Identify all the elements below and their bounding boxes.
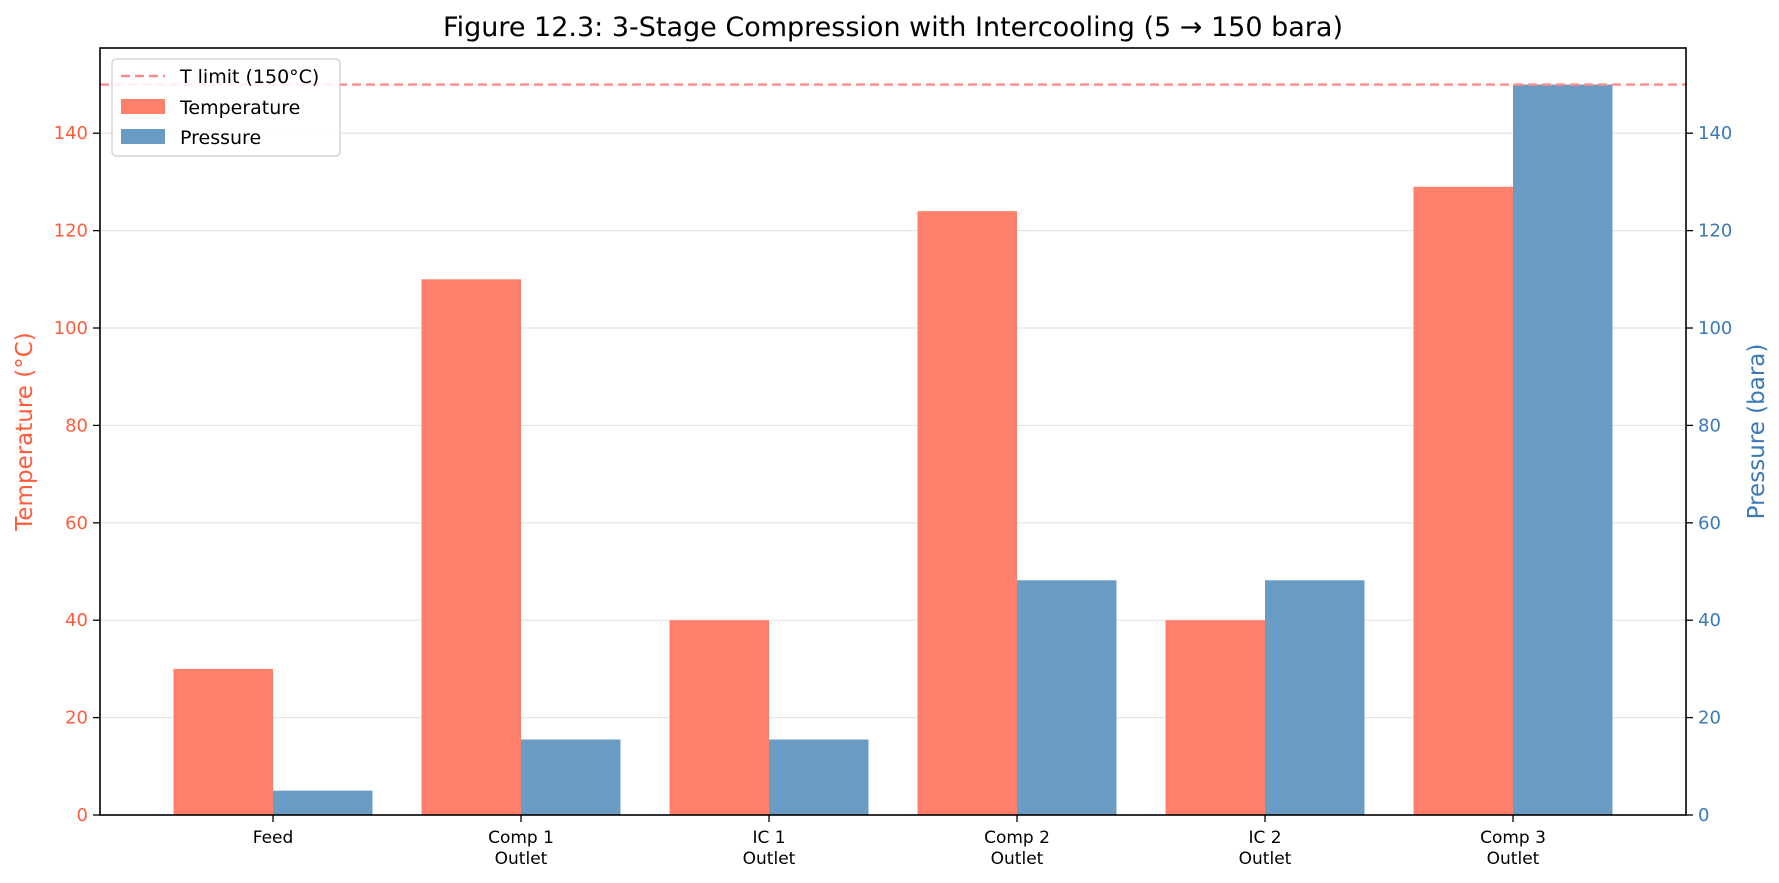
pressure-bar (273, 790, 373, 815)
y-tick-label-right: 0 (1698, 805, 1709, 826)
legend-swatch-temperature (121, 99, 165, 114)
legend-label-pressure: Pressure (180, 127, 261, 149)
x-tick-label-line: Outlet (495, 849, 548, 869)
y-tick-label-left: 120 (54, 221, 88, 242)
x-tick-label-line: Feed (253, 828, 294, 848)
legend-swatch-pressure (121, 129, 165, 144)
temperature-bar (173, 668, 273, 815)
left-axis: 0 20 40 60 80 100 120 140 (54, 123, 100, 826)
plot-frame (99, 47, 1687, 816)
pressure-bar (521, 739, 621, 815)
x-tick-label-line: Outlet (1239, 849, 1292, 869)
x-tick-label-line: Comp 1 (488, 828, 554, 848)
bars (173, 84, 1613, 816)
legend-box (111, 58, 341, 157)
y-tick-label-left: 140 (54, 123, 88, 144)
temperature-bar (1413, 186, 1513, 816)
x-tick-label-line: IC 2 (1248, 828, 1281, 848)
right-axis: 0 20 40 60 80 100 120 140 (1686, 123, 1732, 826)
y-tick-label-right: 80 (1698, 415, 1721, 436)
chart-title: Figure 12.3: 3-Stage Compression with In… (443, 12, 1343, 43)
y-tick-label-right: 60 (1698, 513, 1721, 534)
x-tick-label: IC 2 Outlet (1239, 828, 1292, 869)
x-tick-label-line: Comp 3 (1480, 828, 1546, 848)
y-tick-label-left: 60 (65, 513, 88, 534)
x-tick-label: Feed (253, 828, 294, 848)
x-tick-label: Comp 1 Outlet (488, 828, 554, 869)
pressure-bar (1017, 580, 1117, 815)
pressure-bar (1265, 580, 1365, 815)
x-tick-label-line: IC 1 (752, 828, 785, 848)
grid (100, 132, 1686, 719)
temperature-bar (917, 211, 1017, 816)
temperature-bar (1165, 620, 1265, 815)
x-tick-label: Comp 3 Outlet (1480, 828, 1546, 869)
x-tick-label-line: Comp 2 (984, 828, 1050, 848)
y-tick-label-right: 100 (1698, 318, 1732, 339)
y-tick-label-left: 0 (77, 805, 88, 826)
x-tick-label-line: Outlet (1487, 849, 1540, 869)
temperature-bar (421, 279, 521, 815)
x-tick-label: IC 1 Outlet (743, 828, 796, 869)
legend: T limit (150°C) Temperature Pressure (111, 58, 341, 157)
pressure-bar (1513, 84, 1613, 816)
x-tick-label: Comp 2 Outlet (984, 828, 1050, 869)
y-tick-label-right: 20 (1698, 708, 1721, 729)
y-tick-label-left: 20 (65, 708, 88, 729)
legend-label-limit: T limit (150°C) (179, 66, 319, 88)
y-tick-label-right: 40 (1698, 610, 1721, 631)
x-tick-label-line: Outlet (743, 849, 796, 869)
x-tick-label-line: Outlet (991, 849, 1044, 869)
temperature-bar (669, 620, 769, 815)
y-tick-label-left: 80 (65, 415, 88, 436)
y-axis-label-right: Pressure (bara) (1744, 344, 1770, 520)
y-tick-label-left: 100 (54, 318, 88, 339)
y-axis-label-left: Temperature (°C) (12, 332, 38, 532)
y-tick-label-right: 120 (1698, 221, 1732, 242)
y-tick-label-left: 40 (65, 610, 88, 631)
legend-label-temperature: Temperature (179, 97, 300, 119)
y-tick-label-right: 140 (1698, 123, 1732, 144)
pressure-bar (769, 739, 869, 815)
